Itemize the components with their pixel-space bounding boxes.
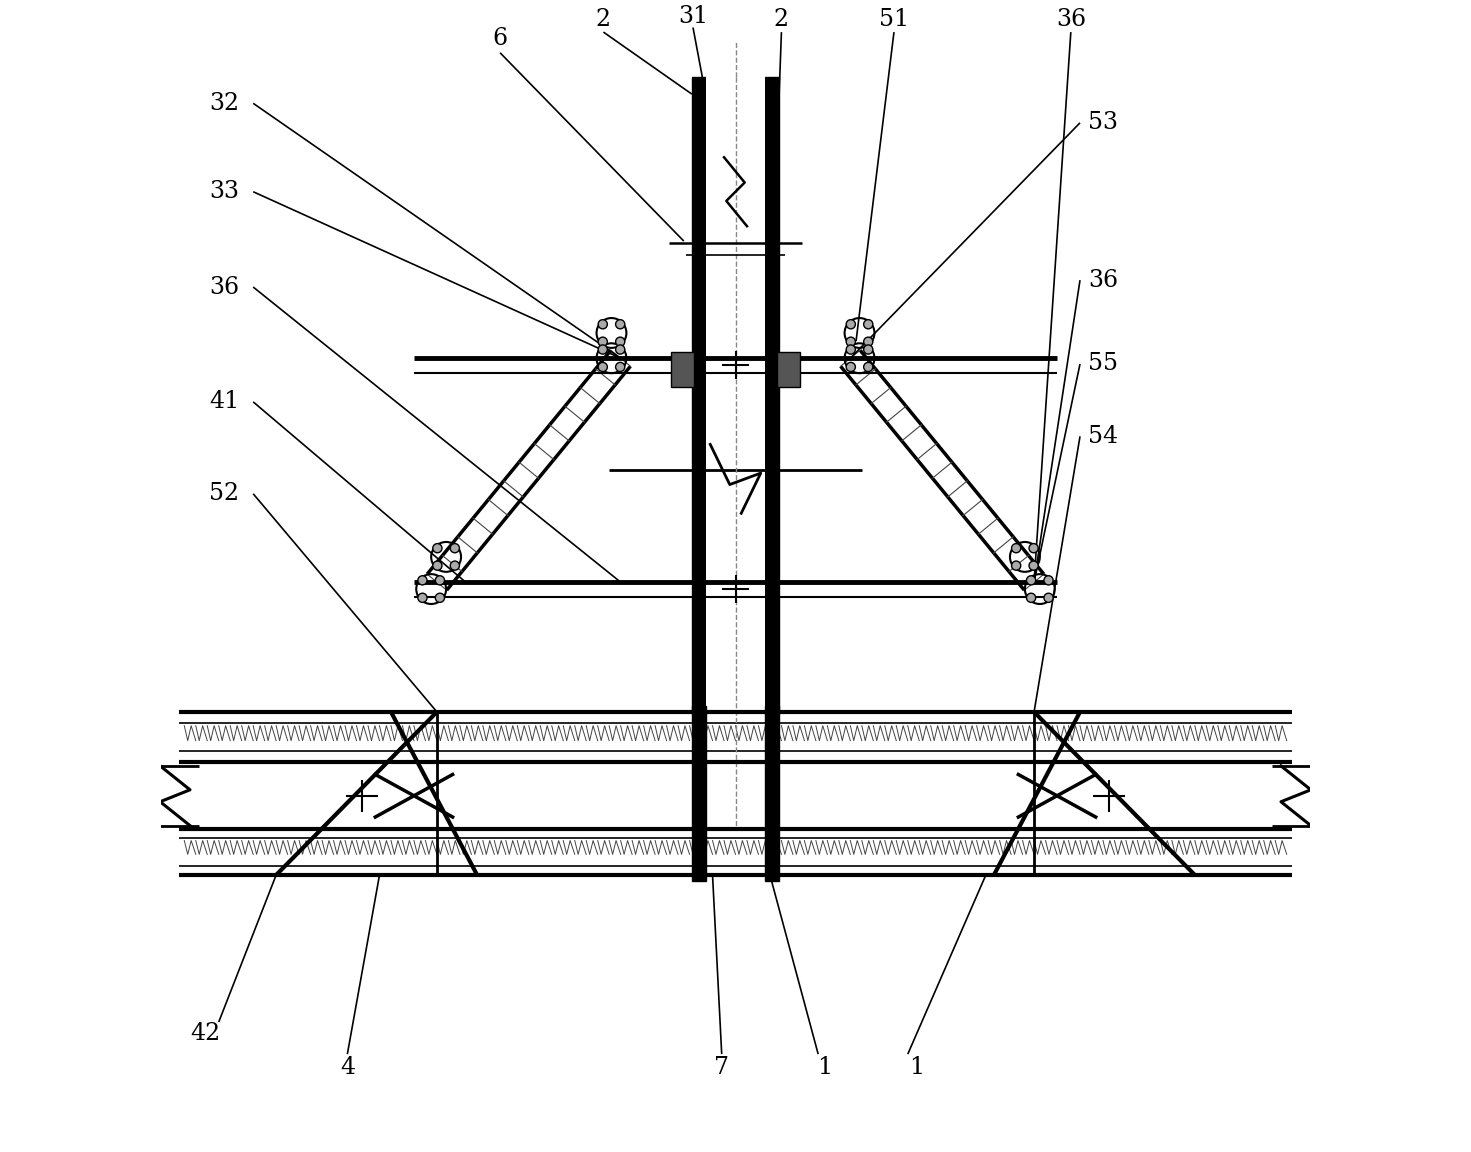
- Text: 52: 52: [209, 483, 240, 506]
- Text: 31: 31: [678, 5, 708, 28]
- Text: 32: 32: [209, 92, 240, 115]
- Circle shape: [1030, 561, 1039, 570]
- Text: 53: 53: [1089, 112, 1118, 135]
- Circle shape: [846, 338, 856, 347]
- Circle shape: [846, 363, 856, 372]
- Text: 2: 2: [596, 8, 610, 31]
- Circle shape: [615, 363, 625, 372]
- Circle shape: [1030, 544, 1039, 553]
- Circle shape: [435, 576, 444, 585]
- Circle shape: [599, 344, 608, 354]
- Text: 36: 36: [209, 275, 240, 298]
- Text: 1: 1: [909, 1056, 924, 1079]
- Circle shape: [432, 561, 441, 570]
- Text: 51: 51: [878, 8, 909, 31]
- Circle shape: [418, 576, 427, 585]
- Circle shape: [863, 363, 872, 372]
- Text: 55: 55: [1089, 353, 1118, 376]
- Bar: [706, 77, 765, 714]
- Circle shape: [1027, 593, 1036, 602]
- Circle shape: [1027, 576, 1036, 585]
- Circle shape: [435, 593, 444, 602]
- Text: 54: 54: [1089, 425, 1118, 448]
- Bar: [691, 706, 706, 881]
- Circle shape: [615, 344, 625, 354]
- Circle shape: [599, 319, 608, 328]
- Bar: [765, 77, 780, 714]
- Text: 6: 6: [493, 28, 507, 51]
- Circle shape: [615, 319, 625, 328]
- Circle shape: [863, 344, 872, 354]
- Circle shape: [450, 561, 459, 570]
- Circle shape: [599, 363, 608, 372]
- Circle shape: [1012, 544, 1021, 553]
- Circle shape: [1044, 576, 1053, 585]
- Bar: [765, 706, 780, 881]
- Circle shape: [450, 544, 459, 553]
- Text: 42: 42: [190, 1022, 221, 1045]
- Bar: [777, 353, 800, 387]
- Circle shape: [432, 544, 441, 553]
- Circle shape: [863, 338, 872, 347]
- Text: 2: 2: [774, 8, 788, 31]
- Circle shape: [863, 319, 872, 328]
- Text: 33: 33: [209, 180, 240, 203]
- Text: 36: 36: [1089, 268, 1118, 291]
- Text: 4: 4: [340, 1056, 355, 1079]
- Text: 41: 41: [209, 391, 240, 414]
- Circle shape: [599, 338, 608, 347]
- Bar: [691, 77, 706, 714]
- Circle shape: [846, 319, 856, 328]
- Circle shape: [418, 593, 427, 602]
- Text: 36: 36: [1056, 8, 1086, 31]
- Circle shape: [1012, 561, 1021, 570]
- Text: 7: 7: [715, 1056, 730, 1079]
- Bar: [671, 353, 694, 387]
- Circle shape: [1044, 593, 1053, 602]
- Text: 1: 1: [818, 1056, 833, 1079]
- Circle shape: [846, 344, 856, 354]
- Circle shape: [615, 338, 625, 347]
